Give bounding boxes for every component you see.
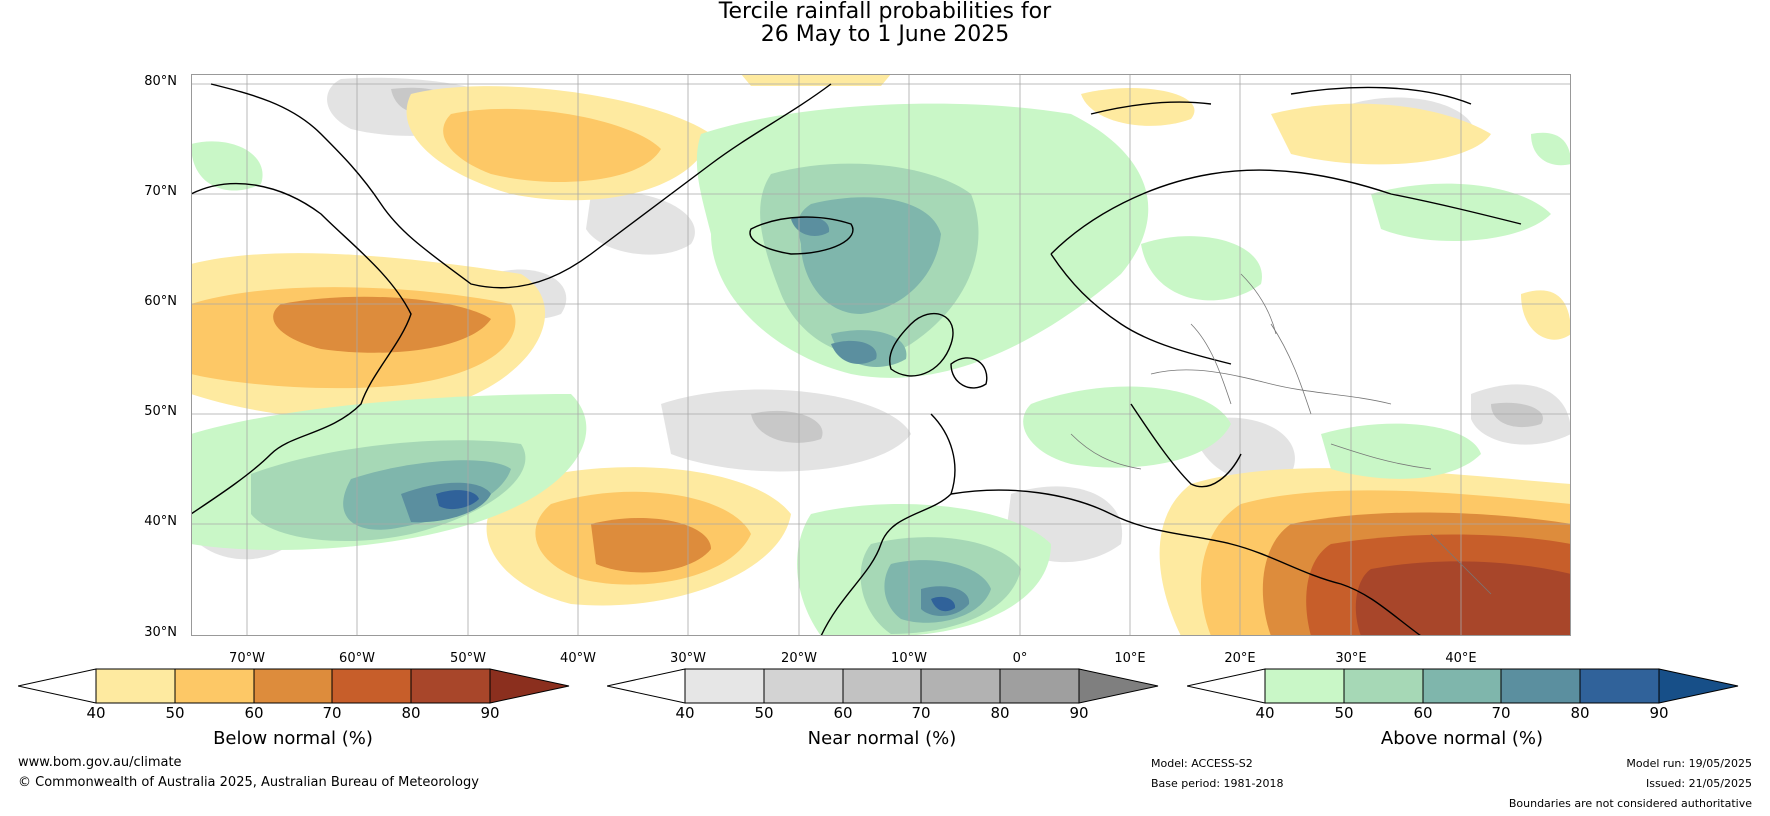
lat-label-80n: 80°N bbox=[144, 74, 177, 89]
lon-label-50w: 50°W bbox=[450, 651, 486, 666]
near-normal-colorbar-segment-80-90 bbox=[999, 668, 1080, 704]
above-normal-tick-50: 50 bbox=[1334, 704, 1354, 722]
below-normal-colorbar-segment-70-80 bbox=[331, 668, 412, 704]
copyright-text: © Commonwealth of Australia 2025, Austra… bbox=[18, 775, 479, 790]
above-normal-colorbar-max-arrow bbox=[1658, 668, 1739, 704]
near-normal-tick-50: 50 bbox=[754, 704, 774, 722]
below-normal-region-extreme bbox=[1355, 561, 1571, 636]
lon-label-60w: 60°W bbox=[339, 651, 375, 666]
near-normal-colorbar-segment-60-70 bbox=[842, 668, 922, 704]
above-normal-colorbar-min-arrow bbox=[1187, 668, 1266, 704]
above-normal-tick-70: 70 bbox=[1491, 704, 1511, 722]
graticule bbox=[191, 74, 1571, 636]
above-normal-colorbar-segment-40-50 bbox=[1264, 668, 1345, 704]
above-normal-label: Above normal (%) bbox=[1380, 728, 1544, 749]
below-normal-tick-80: 80 bbox=[401, 704, 421, 722]
below-normal-tick-50: 50 bbox=[165, 704, 185, 722]
near-normal-colorbar-segment-70-80 bbox=[920, 668, 1001, 704]
model-run-text: Model run: 19/05/2025 bbox=[1626, 757, 1752, 770]
lon-label-30e: 30°E bbox=[1335, 651, 1367, 666]
near-normal-label: Near normal (%) bbox=[807, 728, 957, 749]
near-normal-tick-90: 90 bbox=[1069, 704, 1089, 722]
map-frame bbox=[191, 74, 1571, 636]
below-normal-colorbar-min-arrow bbox=[18, 668, 97, 704]
near-normal-colorbar-max-arrow bbox=[1078, 668, 1159, 704]
coastlines bbox=[191, 83, 1522, 636]
lon-label-0: 0° bbox=[1012, 651, 1028, 666]
below-normal-label: Below normal (%) bbox=[213, 728, 373, 749]
near-normal-colorbar-segment-50-60 bbox=[763, 668, 844, 704]
below-normal-tick-40: 40 bbox=[86, 704, 106, 722]
below-normal-colorbar-segment-80-90 bbox=[410, 668, 491, 704]
above-normal-colorbar-segment-60-70 bbox=[1422, 668, 1502, 704]
above-normal-tick-90: 90 bbox=[1649, 704, 1669, 722]
lon-label-40w: 40°W bbox=[560, 651, 596, 666]
lat-label-30n: 30°N bbox=[144, 625, 177, 640]
lat-label-60n: 60°N bbox=[144, 294, 177, 309]
near-normal-tick-80: 80 bbox=[990, 704, 1010, 722]
near-normal-tick-40: 40 bbox=[675, 704, 695, 722]
lat-label-40n: 40°N bbox=[144, 514, 177, 529]
disclaimer-text: Boundaries are not considered authoritat… bbox=[1508, 797, 1752, 810]
above-normal-colorbar-segment-50-60 bbox=[1343, 668, 1424, 704]
above-normal-tick-80: 80 bbox=[1570, 704, 1590, 722]
below-normal-colorbar bbox=[18, 668, 570, 704]
lat-label-70n: 70°N bbox=[144, 184, 177, 199]
lon-label-20w: 20°W bbox=[781, 651, 817, 666]
model-text: Model: ACCESS-S2 bbox=[1151, 757, 1253, 770]
base-period-text: Base period: 1981-2018 bbox=[1151, 777, 1284, 790]
lon-label-30w: 30°W bbox=[670, 651, 706, 666]
below-normal-colorbar-segment-60-70 bbox=[253, 668, 333, 704]
above-normal-colorbar bbox=[1187, 668, 1739, 704]
above-normal-tick-60: 60 bbox=[1413, 704, 1433, 722]
near-normal-colorbar-min-arrow bbox=[607, 668, 686, 704]
lon-label-70w: 70°W bbox=[229, 651, 265, 666]
above-normal-colorbar-segment-80-90 bbox=[1579, 668, 1660, 704]
above-normal-colorbar-segment-70-80 bbox=[1500, 668, 1581, 704]
below-normal-tick-70: 70 bbox=[322, 704, 342, 722]
country-borders bbox=[1070, 273, 1492, 595]
lon-label-10w: 10°W bbox=[891, 651, 927, 666]
rainfall-probability-map bbox=[191, 74, 1571, 636]
below-normal-colorbar-segment-50-60 bbox=[174, 668, 255, 704]
issued-text: Issued: 21/05/2025 bbox=[1645, 777, 1752, 790]
near-normal-tick-70: 70 bbox=[911, 704, 931, 722]
lon-label-20e: 20°E bbox=[1224, 651, 1256, 666]
below-normal-tick-60: 60 bbox=[244, 704, 264, 722]
near-normal-colorbar-segment-40-50 bbox=[684, 668, 765, 704]
website-link[interactable]: www.bom.gov.au/climate bbox=[18, 755, 182, 770]
below-normal-colorbar-max-arrow bbox=[489, 668, 570, 704]
above-normal-tick-40: 40 bbox=[1255, 704, 1275, 722]
below-normal-colorbar-segment-40-50 bbox=[95, 668, 176, 704]
lon-label-40e: 40°E bbox=[1445, 651, 1477, 666]
map-title-line2: 26 May to 1 June 2025 bbox=[760, 22, 1010, 47]
near-normal-colorbar bbox=[607, 668, 1159, 704]
lon-label-10e: 10°E bbox=[1114, 651, 1146, 666]
map-title-line1: Tercile rainfall probabilities for bbox=[718, 0, 1052, 24]
lat-label-50n: 50°N bbox=[144, 404, 177, 419]
below-normal-tick-90: 90 bbox=[480, 704, 500, 722]
near-normal-tick-60: 60 bbox=[833, 704, 853, 722]
